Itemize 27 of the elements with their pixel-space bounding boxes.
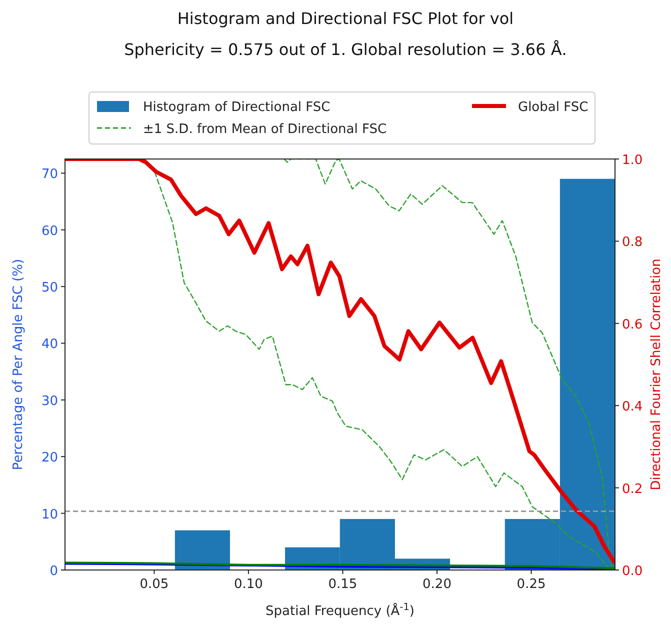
legend-label: Histogram of Directional FSC — [143, 100, 330, 115]
y-tick-label: 0 — [50, 564, 58, 579]
y-tick-label: 20 — [41, 450, 58, 466]
chart-subtitle: Sphericity = 0.575 out of 1. Global resolution = 3.66 Å. — [124, 40, 567, 59]
y-tick-label: 50 — [41, 280, 58, 296]
x-tick-label: 0.15 — [328, 577, 358, 592]
x-tick-label: 0.05 — [140, 577, 169, 592]
y-tick-label: 70 — [41, 167, 58, 182]
y-tick-label: 30 — [41, 394, 58, 409]
legend-label: ±1 S.D. from Mean of Directional FSC — [143, 122, 387, 137]
x-tick-label: 0.25 — [516, 577, 546, 592]
y2-tick-label: 0.8 — [622, 235, 643, 250]
y2-tick-label: 1.0 — [622, 153, 643, 168]
y-tick-label: 40 — [41, 337, 58, 352]
x-tick-label: 0.20 — [422, 577, 452, 592]
y-tick-label: 60 — [41, 224, 58, 239]
chart-title: Histogram and Directional FSC Plot for vol — [177, 9, 514, 28]
x-tick-label: 0.10 — [234, 577, 263, 592]
y2-tick-label: 0.0 — [622, 564, 643, 579]
y-tick-label: 10 — [41, 507, 58, 522]
y2-tick-label: 0.2 — [622, 482, 643, 497]
x-axis-title: Spatial Frequency (Å$^{-1}$) — [266, 602, 414, 619]
y-axis-title: Percentage of Per Angle FSC (%) — [11, 258, 26, 470]
y2-tick-label: 0.4 — [622, 400, 643, 415]
y2-tick-label: 0.6 — [622, 317, 643, 332]
y2-axis-title: Directional Fourier Shell Correlation — [649, 258, 664, 490]
legend-label: Global FSC — [518, 100, 588, 115]
